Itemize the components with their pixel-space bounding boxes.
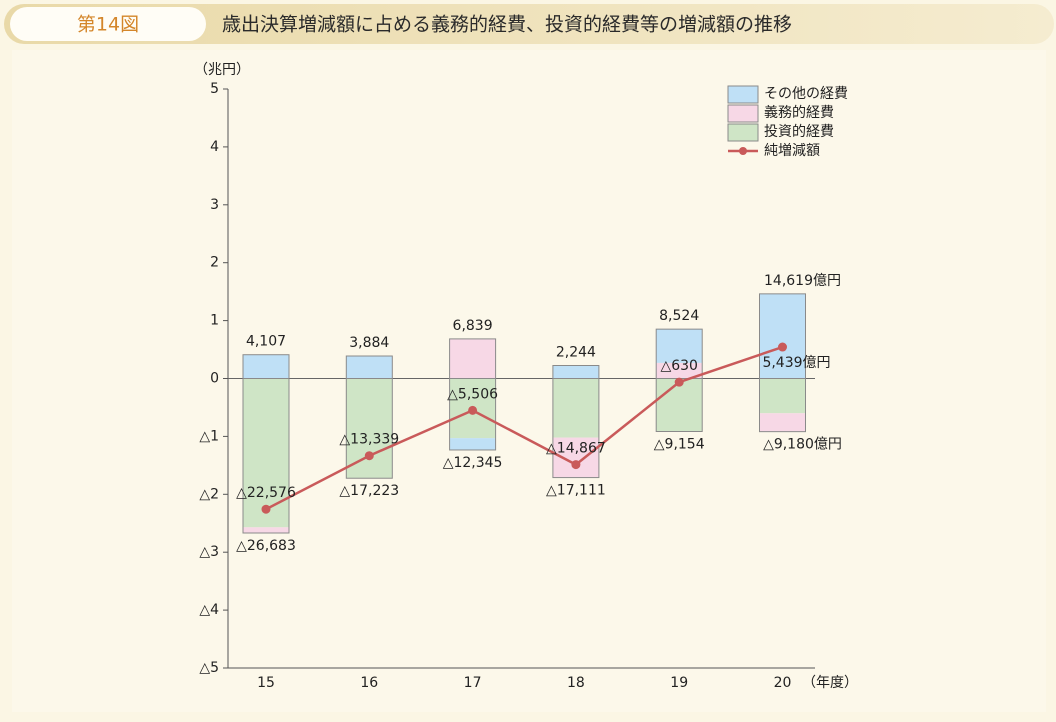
y-tick-label: △4 — [199, 602, 219, 618]
y-tick-label: 4 — [210, 139, 219, 155]
y-tick-label: △5 — [199, 660, 219, 676]
bar-outline — [759, 378, 806, 433]
y-tick-label: 1 — [210, 313, 219, 329]
x-axis-title: （年度） — [802, 675, 858, 691]
legend-marker — [739, 147, 747, 155]
x-tick-label: 17 — [464, 675, 482, 691]
x-tick-label: 18 — [567, 675, 585, 691]
net-line — [265, 345, 783, 511]
bar-segment — [346, 378, 393, 479]
x-tick-label: 19 — [670, 675, 688, 691]
bar-outline — [449, 378, 497, 451]
x-tick-label: 16 — [360, 675, 378, 691]
negative-total-label: △17,111 — [546, 483, 606, 499]
y-axis-title: （兆円） — [194, 62, 250, 78]
positive-total-label: 4,107 — [246, 334, 286, 350]
y-tick-label: 0 — [210, 371, 219, 387]
net-label: △22,576 — [236, 485, 296, 501]
positive-total-label: 6,839 — [453, 318, 493, 334]
bar-segment — [552, 378, 599, 438]
figure-number: 第14図 — [77, 14, 139, 36]
bar-segment — [243, 354, 289, 379]
legend-label: 義務的経費 — [764, 104, 834, 121]
positive-total-label: 14,619億円 — [764, 273, 841, 289]
negative-total-label: △17,223 — [339, 483, 399, 499]
y-tick-label: △2 — [199, 486, 219, 502]
bar-segment — [449, 338, 496, 379]
bar-outline — [552, 378, 600, 479]
net-point — [571, 460, 581, 470]
bar-segment — [243, 527, 289, 533]
y-tick-label: 5 — [210, 81, 219, 97]
bar-segment — [552, 365, 599, 379]
negative-total-label: △12,345 — [443, 455, 503, 471]
bar-outline — [345, 378, 393, 479]
chart-frame — [12, 50, 1046, 712]
y-tick-label: △3 — [199, 544, 219, 560]
net-label: 5,439億円 — [762, 355, 830, 371]
positive-total-label: 3,884 — [349, 335, 389, 351]
bar-outline — [242, 378, 290, 534]
bar-segment — [449, 438, 496, 450]
net-point — [778, 342, 787, 352]
y-tick-label: 3 — [210, 197, 219, 213]
net-label: △13,339 — [339, 432, 399, 448]
x-tick-label: 20 — [774, 675, 792, 691]
positive-total-label: 2,244 — [556, 345, 596, 361]
net-point — [261, 504, 271, 514]
legend-swatch — [727, 104, 759, 123]
negative-total-label: △9,154 — [654, 437, 705, 453]
bar-segment — [656, 378, 703, 432]
net-point — [364, 451, 374, 461]
net-point — [468, 405, 478, 415]
net-label: △630 — [660, 358, 698, 374]
header-band — [4, 4, 1054, 44]
legend-label: 投資的経費 — [764, 124, 834, 140]
legend-swatch — [727, 85, 759, 104]
net-label: △14,867 — [546, 441, 606, 457]
negative-total-label: △26,683 — [236, 538, 296, 554]
y-tick-label: 2 — [210, 255, 219, 271]
legend-label: 純増減額 — [764, 142, 820, 159]
x-tick-label: 15 — [257, 675, 275, 691]
legend-label: その他の経費 — [764, 86, 848, 102]
net-label: △5,506 — [447, 386, 498, 402]
bar-segment — [759, 413, 806, 432]
bar-segment — [346, 356, 393, 379]
bar-segment — [656, 362, 703, 379]
figure-title: 歳出決算増減額に占める義務的経費、投資的経費等の増減額の推移 — [222, 14, 792, 36]
net-point — [674, 377, 684, 387]
positive-total-label: 8,524 — [659, 308, 699, 324]
bar-segment — [656, 329, 703, 363]
bar-segment — [759, 293, 806, 379]
legend-swatch — [727, 123, 759, 142]
y-tick-label: △1 — [199, 428, 219, 444]
bar-segment — [759, 378, 806, 414]
figure-badge — [10, 7, 206, 41]
negative-total-label: △9,180億円 — [763, 437, 842, 453]
